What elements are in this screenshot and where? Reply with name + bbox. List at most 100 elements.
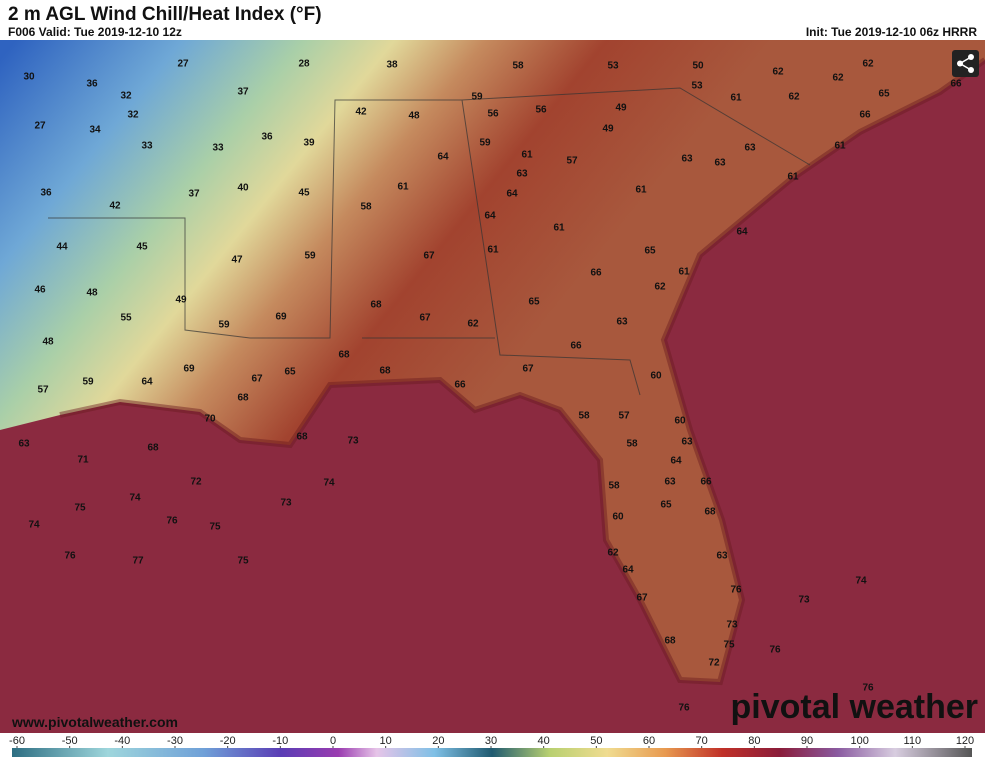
- value-label: 59: [479, 138, 491, 149]
- value-label: 39: [303, 138, 315, 149]
- value-label: 36: [261, 132, 273, 143]
- colorbar-tick-label: 20: [432, 735, 444, 747]
- value-label: 72: [708, 658, 720, 669]
- value-label: 62: [467, 319, 479, 330]
- value-label: 75: [209, 522, 221, 533]
- value-label: 67: [419, 313, 431, 324]
- value-label: 67: [251, 374, 263, 385]
- value-label: 64: [736, 227, 748, 238]
- value-label: 33: [141, 141, 153, 152]
- value-label: 68: [664, 636, 676, 647]
- value-label: 74: [28, 520, 40, 531]
- value-label: 60: [612, 512, 624, 523]
- value-label: 66: [700, 477, 712, 488]
- value-label: 59: [304, 251, 316, 262]
- value-label: 62: [832, 73, 844, 84]
- value-label: 42: [109, 201, 121, 212]
- value-label: 63: [664, 477, 676, 488]
- value-label: 74: [323, 478, 335, 489]
- coast-shelf: [59, 57, 985, 686]
- value-label: 71: [77, 455, 89, 466]
- colorbar-tick-label: 40: [538, 735, 550, 747]
- value-label: 67: [636, 593, 648, 604]
- value-label: 75: [74, 503, 86, 514]
- colorbar: [12, 748, 972, 757]
- value-label: 46: [34, 285, 46, 296]
- colorbar-tick-label: 30: [485, 735, 497, 747]
- logo: pivotal weather: [730, 688, 978, 726]
- value-label: 49: [175, 295, 187, 306]
- colorbar-tick-label: 90: [801, 735, 813, 747]
- value-label: 68: [147, 443, 159, 454]
- value-label: 62: [654, 282, 666, 293]
- value-label: 73: [347, 436, 359, 447]
- colorbar-tick-label: -50: [62, 735, 78, 747]
- value-label: 67: [423, 251, 435, 262]
- value-label: 77: [132, 556, 144, 567]
- value-label: 56: [535, 105, 547, 116]
- value-label: 49: [615, 103, 627, 114]
- value-label: 76: [678, 703, 690, 714]
- value-label: 47: [231, 255, 243, 266]
- value-label: 53: [691, 81, 703, 92]
- value-label: 76: [862, 683, 874, 694]
- value-label: 57: [618, 411, 630, 422]
- title: 2 m AGL Wind Chill/Heat Index (°F): [8, 4, 322, 25]
- value-label: 58: [512, 61, 524, 72]
- value-label: 53: [607, 61, 619, 72]
- value-label: 55: [120, 313, 132, 324]
- value-label: 74: [855, 576, 867, 587]
- value-label: 65: [660, 500, 672, 511]
- valid-time: F006 Valid: Tue 2019-12-10 12z: [8, 25, 182, 39]
- ocean: [0, 60, 985, 733]
- colorbar-tick-label: 100: [850, 735, 868, 747]
- colorbar-tick-label: 110: [904, 735, 922, 747]
- init-time: Init: Tue 2019-12-10 06z HRRR: [806, 25, 977, 39]
- value-label: 30: [23, 72, 35, 83]
- value-label: 63: [744, 143, 756, 154]
- value-label: 65: [644, 246, 656, 257]
- value-label: 69: [275, 312, 287, 323]
- value-label: 62: [772, 67, 784, 78]
- value-label: 65: [284, 367, 296, 378]
- value-label: 57: [37, 385, 49, 396]
- value-label: 73: [798, 595, 810, 606]
- value-label: 63: [716, 551, 728, 562]
- value-label: 70: [204, 414, 216, 425]
- value-label: 66: [950, 79, 962, 90]
- value-labels: 30 36 27 28 38 58 53 50 62 62 62 66 32 37 59 53 61 62 65 27…: [18, 59, 962, 714]
- value-label: 62: [862, 59, 874, 70]
- value-label: 27: [177, 59, 189, 70]
- value-label: 61: [678, 267, 690, 278]
- colorbar-tick-label: -40: [114, 735, 130, 747]
- colorbar-tick-label: -30: [167, 735, 183, 747]
- value-label: 40: [237, 183, 249, 194]
- value-label: 76: [769, 645, 781, 656]
- value-label: 61: [834, 141, 846, 152]
- value-label: 61: [521, 150, 533, 161]
- value-label: 58: [360, 202, 372, 213]
- colorbar-tick-label: 50: [590, 735, 602, 747]
- value-label: 27: [34, 121, 46, 132]
- value-label: 60: [674, 416, 686, 427]
- value-label: 73: [280, 498, 292, 509]
- value-label: 48: [408, 111, 420, 122]
- value-label: 67: [522, 364, 534, 375]
- value-label: 34: [89, 125, 101, 136]
- value-label: 64: [484, 211, 496, 222]
- colorbar-tick-label: 80: [748, 735, 760, 747]
- share-button[interactable]: [952, 50, 979, 77]
- value-label: 48: [86, 288, 98, 299]
- value-label: 68: [704, 507, 716, 518]
- value-label: 66: [570, 341, 582, 352]
- value-label: 58: [608, 481, 620, 492]
- value-label: 61: [487, 245, 499, 256]
- value-label: 69: [183, 364, 195, 375]
- value-label: 33: [212, 143, 224, 154]
- value-label: 66: [590, 268, 602, 279]
- value-label: 73: [726, 620, 738, 631]
- value-label: 50: [692, 61, 704, 72]
- value-label: 36: [40, 188, 52, 199]
- value-label: 72: [190, 477, 202, 488]
